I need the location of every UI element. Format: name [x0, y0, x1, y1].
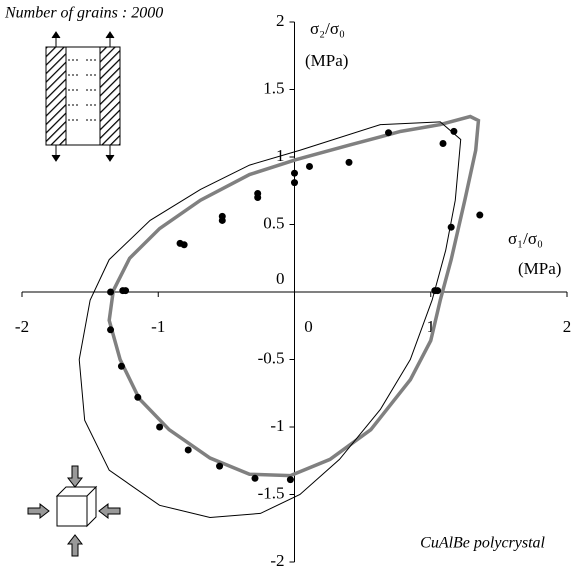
point: [439, 140, 447, 147]
chart-title: Number of grains : 2000: [4, 5, 163, 22]
y-tick-label: 0.5: [263, 213, 284, 232]
point: [184, 446, 192, 454]
x-tick-label: -2: [15, 317, 29, 336]
y-tick-label: 2: [276, 11, 285, 30]
point: [216, 462, 224, 470]
point: [156, 423, 164, 431]
annotation: CuAlBe polycrystal: [420, 535, 545, 552]
x-tick-label: 2: [563, 317, 572, 336]
point: [291, 179, 298, 187]
point: [122, 287, 130, 295]
y-tick-label: 1.5: [263, 78, 284, 97]
y-tick-label: -1.5: [258, 483, 285, 502]
point: [476, 211, 484, 219]
y-tick-label: -0.5: [258, 348, 285, 367]
curve: [78, 121, 462, 518]
y-axis-unit: (MPa): [305, 51, 348, 70]
y-tick-label: 0: [276, 269, 285, 288]
point: [107, 326, 115, 334]
curve: [107, 114, 481, 478]
specimen-icon: [45, 31, 121, 162]
point: [305, 162, 313, 170]
x-axis-unit: (MPa): [518, 259, 561, 278]
point: [251, 474, 259, 482]
point: [434, 287, 442, 295]
point: [254, 194, 262, 201]
y-tick-label: 1: [276, 146, 285, 165]
point: [291, 169, 298, 177]
point: [450, 127, 458, 135]
point: [345, 158, 353, 166]
y-tick-label: -2: [270, 551, 284, 570]
point: [286, 476, 294, 484]
x-tick-label: 0: [304, 317, 313, 336]
cube-icon: [27, 465, 121, 557]
x-tick-label: 1: [427, 317, 436, 336]
y-axis-label: σ₂/σ₀: [310, 19, 345, 38]
point: [385, 129, 393, 137]
x-axis-label: σ₁/σ₀: [508, 229, 543, 248]
point: [134, 393, 142, 401]
x-tick-label: -1: [151, 317, 165, 336]
point: [117, 362, 125, 370]
point: [447, 223, 455, 231]
point: [180, 241, 188, 249]
point: [218, 216, 226, 224]
point: [107, 288, 115, 296]
y-tick-label: -1: [270, 416, 284, 435]
